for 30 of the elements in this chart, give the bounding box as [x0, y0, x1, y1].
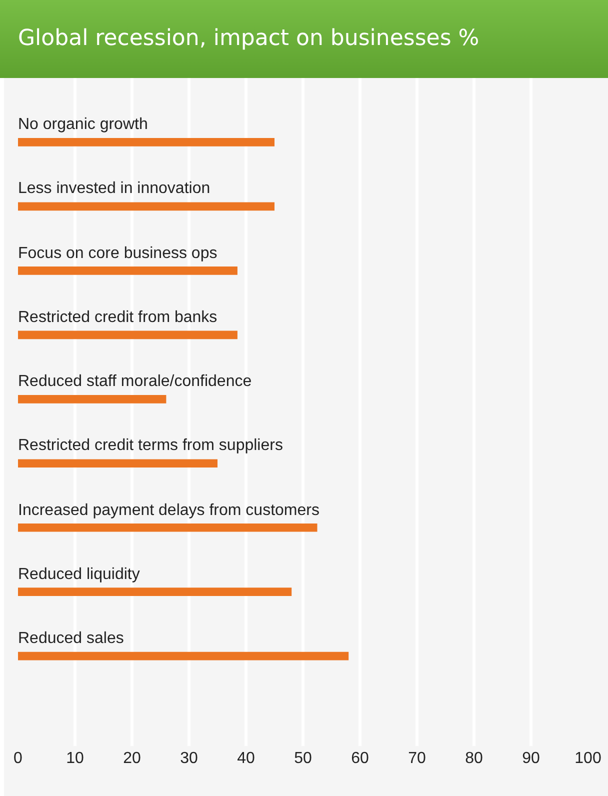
x-tick-label: 20 [123, 750, 141, 767]
x-tick-label: 50 [294, 750, 312, 767]
bar [18, 330, 238, 340]
x-tick-label: 100 [574, 750, 602, 767]
bar [18, 459, 218, 468]
y-tick-label: Restricted credit from banks [18, 309, 218, 326]
y-tick-label: Increased payment delays from customers [18, 502, 320, 519]
y-tick-label: Reduced liquidity [18, 566, 140, 583]
bar [18, 523, 318, 532]
bar [18, 652, 349, 660]
y-tick-label: Reduced sales [18, 630, 124, 647]
y-tick-label: Focus on core business ops [18, 245, 218, 262]
y-tick-label: Restricted credit terms from suppliers [18, 437, 283, 454]
x-tick-label: 10 [66, 750, 84, 767]
y-tick-label: Less invested in innovation [18, 180, 210, 197]
y-tick-label: No organic growth [18, 116, 148, 133]
bar [18, 138, 274, 146]
chart-title: Global recession, impact on businesses % [0, 0, 608, 78]
bar [18, 266, 238, 275]
y-tick-label: Reduced staff morale/confidence [18, 373, 252, 390]
x-tick-label: 30 [180, 750, 198, 767]
x-tick-label: 90 [522, 750, 540, 767]
x-tick-label: 60 [351, 750, 369, 767]
x-tick-label: 70 [408, 750, 426, 767]
x-tick-label: 0 [14, 750, 23, 767]
x-tick-label: 40 [237, 750, 255, 767]
bar [18, 394, 166, 404]
x-tick-label: 80 [465, 750, 483, 767]
bar [18, 202, 274, 211]
bar [18, 588, 292, 596]
